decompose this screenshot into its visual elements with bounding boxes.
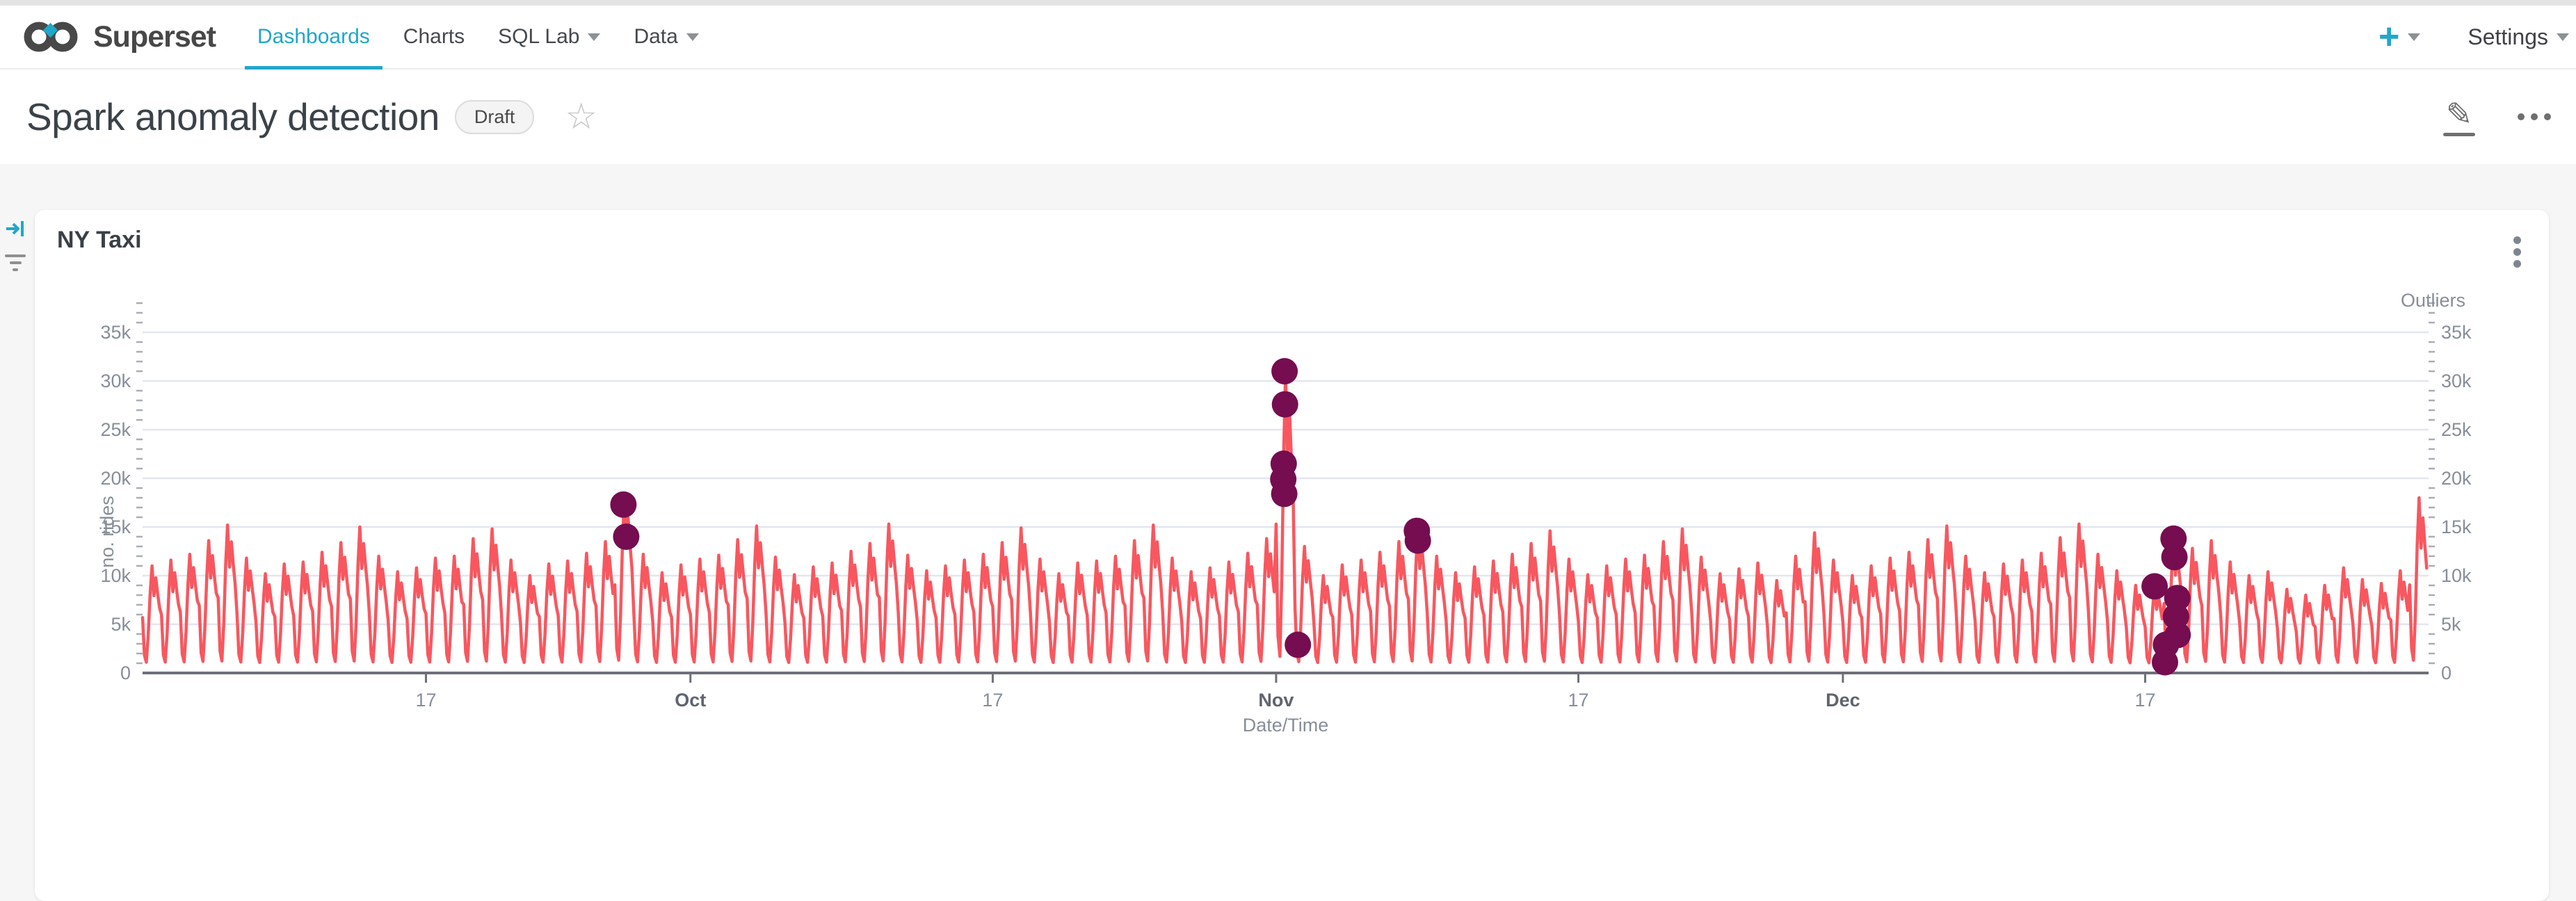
y-axis-tick-label-right: 5k bbox=[2441, 614, 2461, 635]
outlier-point bbox=[2152, 649, 2178, 676]
chevron-down-icon bbox=[2557, 33, 2569, 41]
nav-item-data[interactable]: Data bbox=[617, 5, 715, 69]
y-axis-tick-label-right: 10k bbox=[2441, 565, 2472, 586]
chevron-down-icon bbox=[2408, 33, 2421, 41]
y-axis-tick-label-right: 0 bbox=[2441, 663, 2452, 683]
y-axis-tick-label-left: 15k bbox=[100, 517, 131, 537]
y-axis-tick-label-left: 30k bbox=[100, 371, 131, 391]
y-axis-tick-label-right: 15k bbox=[2441, 517, 2472, 537]
superset-logo-link[interactable]: Superset bbox=[18, 17, 216, 56]
favorite-star-icon[interactable]: ☆ bbox=[565, 97, 597, 137]
y-axis-tick-label-right: 25k bbox=[2441, 419, 2472, 440]
ellipsis-dot bbox=[2544, 113, 2551, 120]
plus-icon: + bbox=[2378, 17, 2400, 57]
y-axis-tick-label-left: 10k bbox=[100, 565, 131, 586]
outlier-point bbox=[1271, 358, 1298, 384]
y-axis-title-right: Outliers bbox=[2401, 290, 2465, 311]
y-axis-title-left: no. rides bbox=[97, 496, 118, 568]
y-axis-tick-label-right: 35k bbox=[2441, 322, 2472, 343]
chart-title: NY Taxi bbox=[57, 227, 142, 253]
nytaxi-chart-canvas[interactable]: 0 0 5k 5k 10k 10k 15k 15k 20k 20k 25k 25k 30k 30k 35k 3… bbox=[35, 264, 2549, 762]
y-axis-tick-label-left: 20k bbox=[100, 468, 131, 489]
outlier-point bbox=[1404, 527, 1431, 554]
outlier-point bbox=[613, 523, 640, 550]
pencil-icon: ✎ bbox=[2445, 95, 2473, 132]
x-axis-tick-label: 17 bbox=[1568, 690, 1589, 711]
status-badge: Draft bbox=[454, 99, 535, 134]
x-axis-tick-label: 17 bbox=[982, 690, 1003, 711]
edit-dashboard-button[interactable]: ✎ bbox=[2443, 98, 2475, 136]
page-title: Spark anomaly detection bbox=[26, 95, 440, 138]
x-axis-tick-label: 17 bbox=[415, 690, 436, 711]
y-axis-tick-label-left: 25k bbox=[100, 419, 131, 440]
outlier-point bbox=[1285, 631, 1312, 658]
ellipsis-dot bbox=[2531, 113, 2538, 120]
top-navbar: Superset Dashboards Charts SQL Lab Data + S… bbox=[0, 6, 2576, 70]
outlier-point bbox=[610, 491, 637, 518]
dashboard-header: Spark anomaly detection Draft ☆ ✎ bbox=[0, 70, 2576, 164]
new-button[interactable]: + bbox=[2378, 17, 2421, 57]
superset-logo-icon bbox=[24, 22, 78, 52]
x-axis-tick-label: 17 bbox=[2134, 690, 2155, 711]
chevron-down-icon bbox=[686, 33, 699, 41]
expand-filter-bar-icon[interactable] bbox=[5, 218, 26, 243]
nav-item-label: SQL Lab bbox=[498, 25, 580, 48]
y-axis-tick-label-right: 30k bbox=[2441, 371, 2472, 391]
main-nav: Dashboards Charts SQL Lab Data bbox=[241, 5, 716, 70]
brand-name: Superset bbox=[93, 19, 216, 54]
window-top-strip bbox=[0, 0, 2576, 6]
outlier-point bbox=[2161, 544, 2188, 571]
nav-item-label: Data bbox=[634, 25, 678, 48]
y-axis-tick-label-left: 5k bbox=[111, 614, 131, 635]
y-axis-tick-label-right: 20k bbox=[2441, 468, 2472, 489]
y-axis-tick-label-left: 35k bbox=[100, 322, 131, 343]
settings-menu[interactable]: Settings bbox=[2468, 24, 2569, 50]
chart-options-kebab-icon[interactable] bbox=[2513, 236, 2521, 272]
nav-item-label: Dashboards bbox=[257, 25, 370, 48]
nav-item-dashboards[interactable]: Dashboards bbox=[241, 5, 387, 70]
x-axis-title: Date/Time bbox=[1243, 715, 1329, 736]
x-axis-tick-label: Nov bbox=[1258, 690, 1294, 711]
navbar-right: + Settings bbox=[2378, 19, 2576, 55]
more-actions-menu[interactable] bbox=[2511, 113, 2551, 120]
settings-label: Settings bbox=[2468, 24, 2548, 49]
chevron-down-icon bbox=[588, 33, 601, 41]
outlier-point bbox=[1271, 391, 1298, 418]
filter-icon[interactable] bbox=[4, 254, 26, 275]
x-axis-tick-label: Dec bbox=[1826, 690, 1860, 711]
nav-item-label: Charts bbox=[403, 25, 465, 48]
y-axis-tick-label-left: 0 bbox=[120, 663, 131, 683]
nav-item-sql-lab[interactable]: SQL Lab bbox=[481, 5, 617, 69]
outlier-point bbox=[1271, 480, 1298, 508]
header-actions: ✎ bbox=[2443, 98, 2576, 136]
outlier-point bbox=[2141, 573, 2168, 600]
pencil-underline bbox=[2443, 132, 2475, 136]
nav-item-charts[interactable]: Charts bbox=[387, 5, 481, 69]
x-axis-tick-label: Oct bbox=[675, 690, 706, 711]
chart-card-ny-taxi: NY Taxi 0 0 5k 5k 10k 10k 15k 15k 20k 20k 25k 25k 30… bbox=[35, 210, 2549, 901]
ellipsis-dot bbox=[2518, 113, 2525, 120]
